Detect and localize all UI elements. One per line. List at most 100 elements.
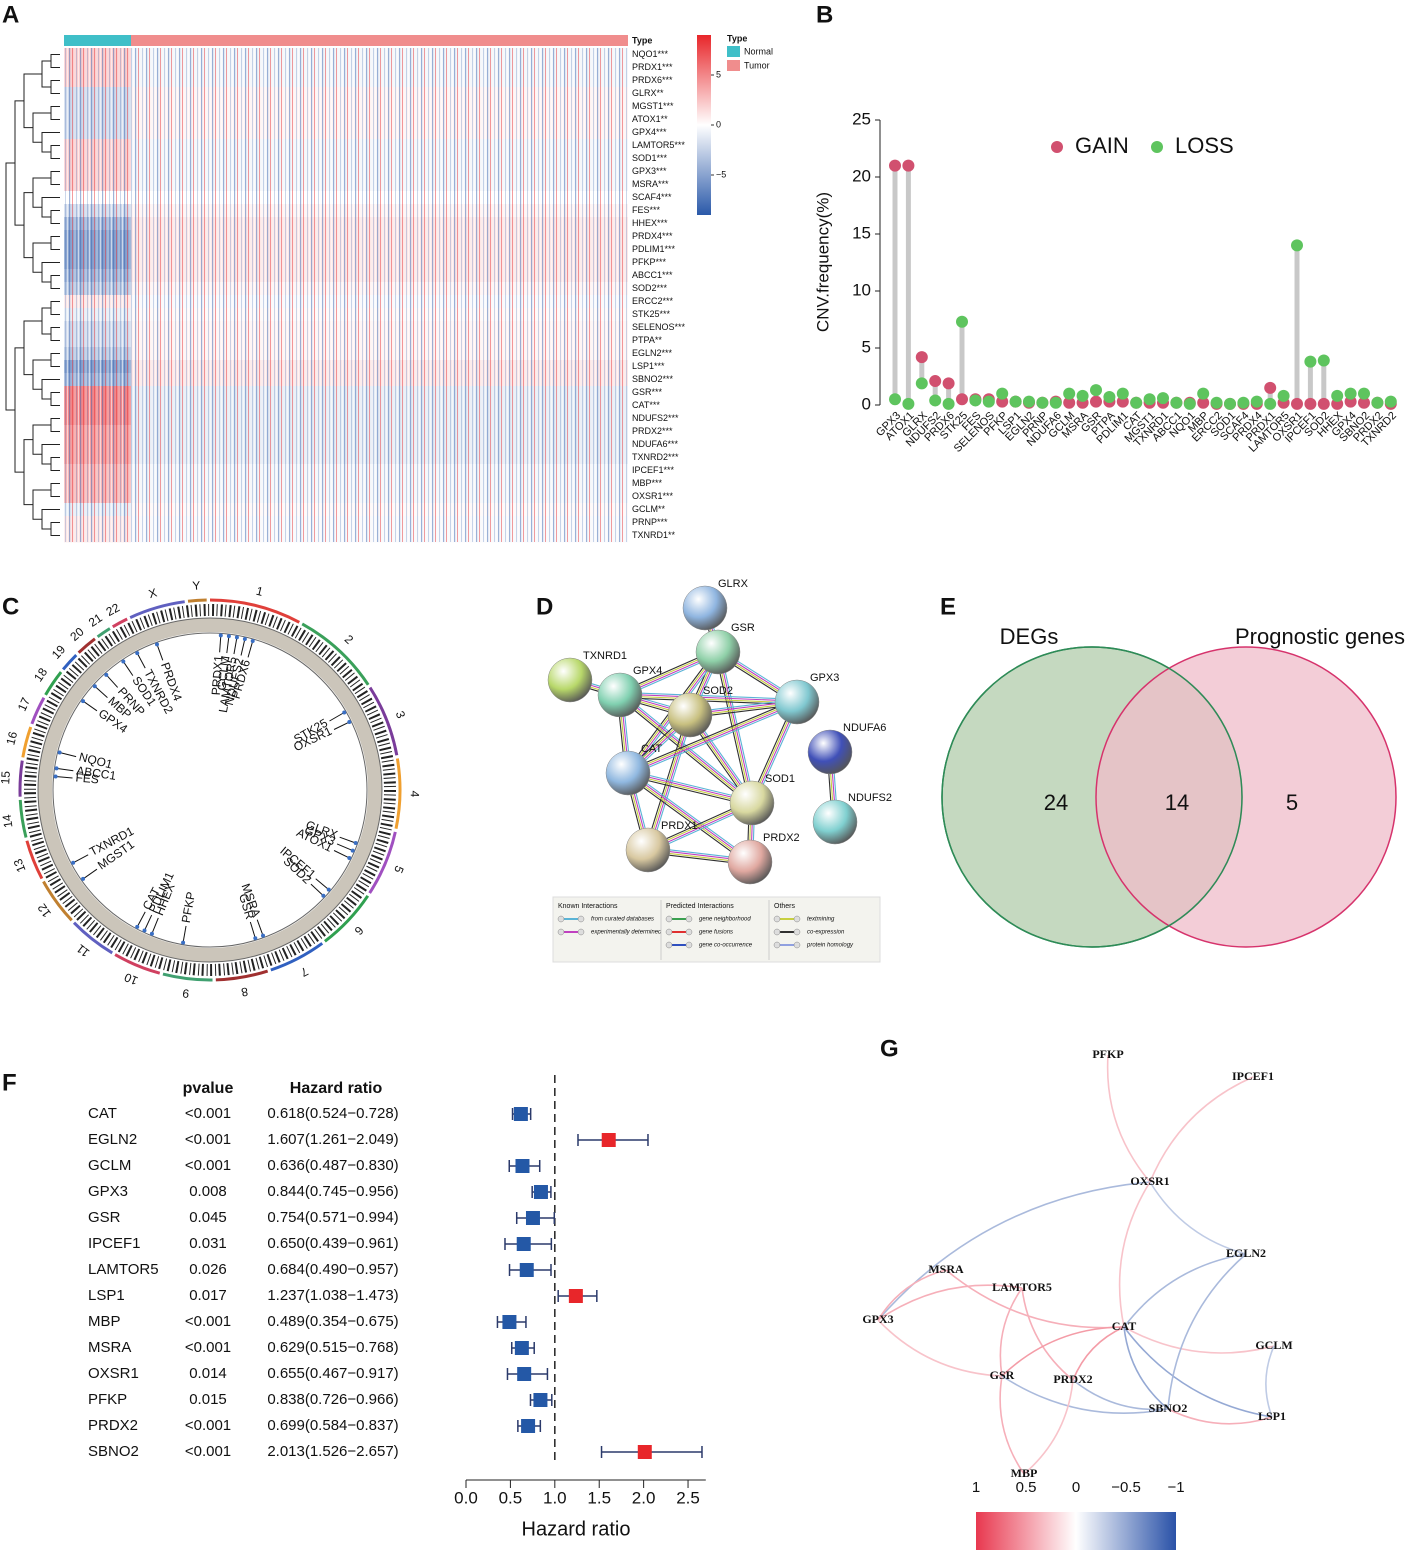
pvalue: 0.017 bbox=[189, 1287, 227, 1304]
row-label: SBNO2 bbox=[88, 1443, 139, 1460]
node-label: GLRX bbox=[718, 578, 749, 590]
node-label: GPX3 bbox=[810, 672, 839, 684]
legend-node bbox=[793, 915, 801, 923]
gene-marker bbox=[154, 642, 159, 647]
edge bbox=[626, 699, 797, 772]
correlation-edge bbox=[1023, 1379, 1074, 1475]
correlation-edge bbox=[1118, 1181, 1151, 1328]
row-label: NDUFA6*** bbox=[632, 439, 679, 449]
protein-node bbox=[774, 679, 820, 725]
hr-point bbox=[533, 1393, 548, 1407]
row-label: GSR bbox=[88, 1209, 121, 1226]
dot bbox=[1317, 354, 1330, 367]
hr-label: 0.699(0.584−0.837) bbox=[267, 1417, 398, 1434]
row-label: SOD2*** bbox=[632, 283, 668, 293]
chromosome-arc bbox=[18, 760, 24, 797]
gene-label: ABCC1 bbox=[75, 763, 117, 782]
gene-tick bbox=[72, 854, 89, 864]
x-tick-label: 0.5 bbox=[499, 1488, 523, 1507]
dot bbox=[915, 377, 928, 390]
gene-node: PRDX2 bbox=[1053, 1372, 1092, 1386]
dendrogram bbox=[41, 307, 51, 335]
gene-marker bbox=[321, 893, 326, 898]
chromosome-arc bbox=[215, 969, 269, 982]
row-label: PDLIM1*** bbox=[632, 244, 676, 254]
dot bbox=[1264, 381, 1277, 394]
column-header: pvalue bbox=[183, 1080, 234, 1097]
pvalue: 0.008 bbox=[189, 1183, 227, 1200]
legend-node bbox=[665, 928, 673, 936]
legend-item: from curated databases bbox=[591, 917, 654, 923]
dendrogram bbox=[23, 192, 33, 259]
chromosome-arc bbox=[114, 953, 161, 975]
edge bbox=[628, 771, 751, 862]
edge bbox=[620, 693, 798, 702]
chromosome-label: 9 bbox=[181, 986, 190, 1001]
gene-tick bbox=[182, 925, 187, 943]
hr-label: 1.607(1.261−2.049) bbox=[267, 1131, 398, 1148]
gene-marker bbox=[81, 876, 86, 881]
dot bbox=[956, 315, 968, 328]
chromosome-label: 1 bbox=[255, 584, 265, 599]
gene-node: GSR bbox=[990, 1368, 1015, 1382]
row-label: PTPA** bbox=[632, 335, 662, 345]
annotation-label: Type bbox=[632, 35, 652, 45]
chromosome-label: X bbox=[147, 586, 159, 602]
hr-label: 0.844(0.745−0.956) bbox=[267, 1183, 398, 1200]
dot bbox=[1063, 396, 1076, 409]
dot bbox=[929, 394, 942, 407]
set-outline bbox=[941, 646, 1243, 948]
chromosome-arc bbox=[368, 686, 399, 756]
pvalue: <0.001 bbox=[185, 1339, 231, 1356]
dot bbox=[889, 393, 901, 406]
gene-label: FES bbox=[75, 770, 99, 786]
correlation-edge bbox=[1021, 1287, 1074, 1381]
row-label: TXNRD2*** bbox=[632, 452, 679, 462]
edge bbox=[617, 696, 751, 806]
gene-marker bbox=[226, 634, 231, 639]
row-label: MBP bbox=[88, 1313, 121, 1330]
gene-marker bbox=[135, 651, 140, 656]
protein-node bbox=[682, 585, 728, 631]
legend-node bbox=[665, 941, 673, 949]
gene-tick bbox=[59, 752, 77, 758]
gene-marker bbox=[353, 841, 358, 846]
panel-letter: E bbox=[940, 593, 956, 620]
gene-tick bbox=[333, 850, 350, 859]
gene-tick bbox=[105, 674, 119, 688]
gene-marker bbox=[326, 887, 331, 892]
dot bbox=[1170, 396, 1183, 409]
colorbar-label: 5 bbox=[716, 69, 721, 79]
chromosome-label: 2 bbox=[342, 632, 357, 647]
gene-tick bbox=[219, 635, 222, 653]
hr-point bbox=[533, 1185, 548, 1199]
dot bbox=[1076, 389, 1089, 402]
row-label: PFKP bbox=[88, 1391, 127, 1408]
correlation-edge bbox=[1072, 1326, 1125, 1381]
gene-tick bbox=[136, 911, 146, 928]
hr-point bbox=[519, 1263, 534, 1277]
track-edge bbox=[37, 617, 383, 963]
row-label: MBP*** bbox=[632, 478, 663, 488]
gene-node: EGLN2 bbox=[1226, 1246, 1266, 1260]
gene-tick bbox=[329, 712, 345, 722]
legend-title: Known Interactions bbox=[558, 903, 618, 910]
dendrogram bbox=[14, 347, 24, 473]
row-label: GCLM bbox=[88, 1157, 131, 1174]
edge bbox=[620, 693, 753, 803]
chromosome-label: 20 bbox=[67, 624, 86, 644]
dendrogram bbox=[23, 439, 33, 506]
chromosome-arc bbox=[42, 880, 73, 922]
gene-tick bbox=[240, 638, 246, 656]
correlation-edge bbox=[1167, 1408, 1273, 1425]
gene-node: GCLM bbox=[1255, 1338, 1292, 1352]
texture bbox=[64, 48, 628, 542]
dot bbox=[1049, 396, 1062, 409]
edge bbox=[627, 773, 750, 864]
gene-node: PFKP bbox=[1092, 1047, 1123, 1061]
gene-marker bbox=[261, 933, 266, 938]
row-label: SCAF4*** bbox=[632, 192, 672, 202]
dot bbox=[1090, 395, 1102, 408]
legend-item: protein homology bbox=[806, 943, 854, 949]
count: 14 bbox=[1165, 790, 1189, 815]
